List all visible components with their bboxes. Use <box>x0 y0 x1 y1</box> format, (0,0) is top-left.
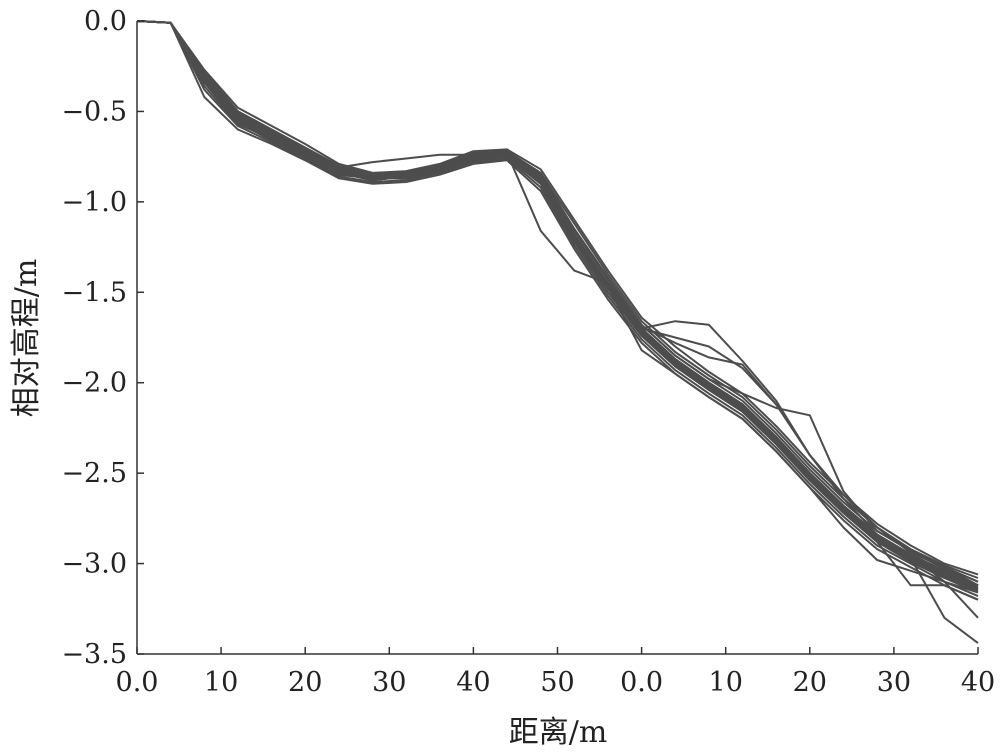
profile-line-1 <box>136 20 979 583</box>
y-tick-label: −3.5 <box>61 639 127 670</box>
x-tick-label: 20 <box>288 667 322 698</box>
x-tick-label: 20 <box>793 667 827 698</box>
profile-line-18 <box>136 20 979 587</box>
y-tick-label: −2.0 <box>61 368 127 399</box>
y-axis-ticks: 0.0 −0.5 −1.0 −1.5 −2.0 −2.5 −3.0 −3.5 <box>61 6 144 670</box>
y-tick-label: −2.5 <box>61 458 127 489</box>
x-tick-label: 30 <box>372 667 406 698</box>
x-axis-ticks: 0.0 10 20 30 40 50 0.0 10 20 30 40 <box>116 647 995 698</box>
y-tick-label: 0.0 <box>84 6 127 37</box>
profile-line-20 <box>136 20 979 592</box>
profile-line-8 <box>136 20 979 576</box>
x-tick-label: 10 <box>204 667 238 698</box>
y-tick-label: −0.5 <box>61 96 127 127</box>
profile-lines <box>136 20 979 644</box>
y-axis-label: 相对高程/m <box>9 259 44 418</box>
x-axis-label: 距离/m <box>509 715 608 750</box>
x-tick-label: 30 <box>877 667 911 698</box>
y-tick-label: −3.0 <box>61 549 127 580</box>
x-tick-label: 0.0 <box>116 667 159 698</box>
profile-line-17 <box>136 20 979 583</box>
x-tick-label: 0.0 <box>620 667 663 698</box>
x-tick-label: 10 <box>709 667 743 698</box>
x-tick-label: 40 <box>456 667 490 698</box>
profile-line-12 <box>136 20 979 644</box>
y-tick-label: −1.0 <box>61 187 127 218</box>
profile-line-19 <box>136 20 979 589</box>
profile-line-5 <box>136 20 979 579</box>
x-tick-label: 40 <box>961 667 995 698</box>
x-tick-label: 50 <box>540 667 574 698</box>
profile-line-7 <box>136 20 979 601</box>
profile-line-15 <box>136 20 979 587</box>
profile-line-6 <box>136 20 979 598</box>
axes <box>136 21 978 655</box>
y-tick-label: −1.5 <box>61 277 127 308</box>
